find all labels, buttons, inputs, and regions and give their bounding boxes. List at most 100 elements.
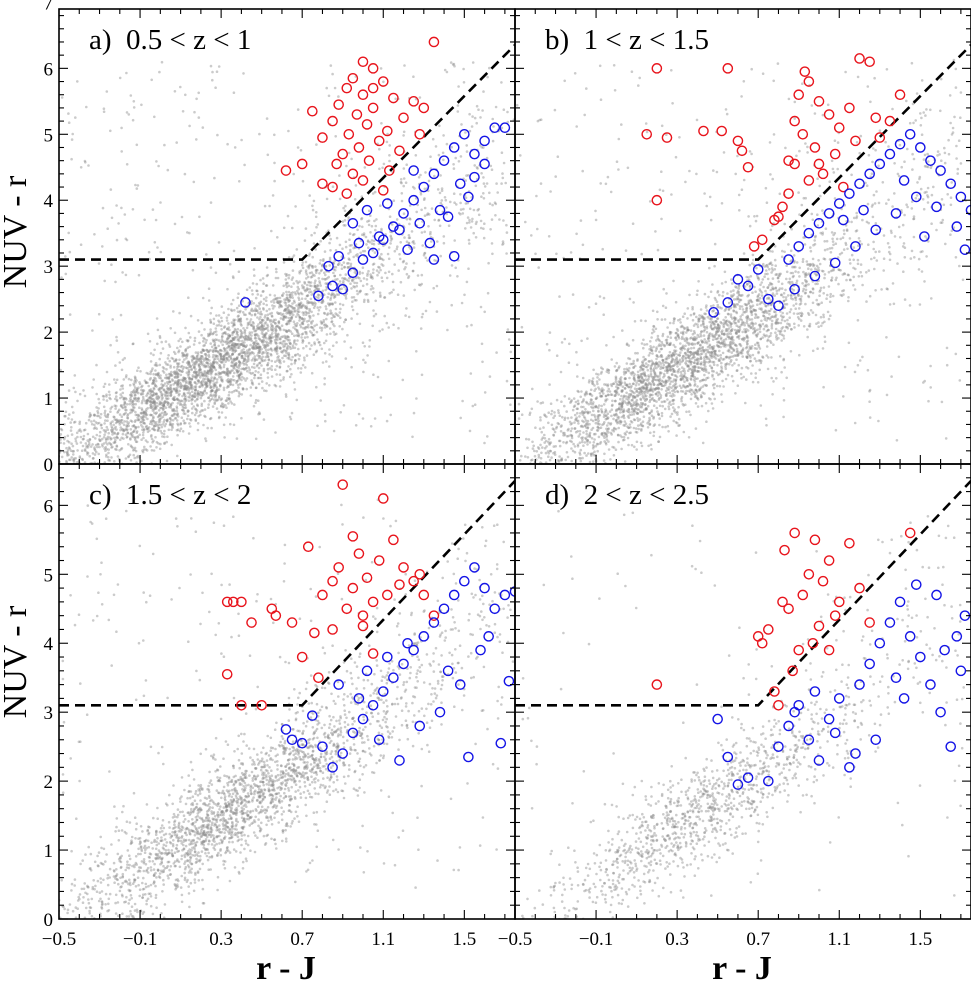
background-point <box>195 376 198 379</box>
background-point <box>227 352 230 356</box>
background-point <box>285 346 289 350</box>
background-point <box>350 317 353 320</box>
background-point <box>797 307 801 310</box>
background-point <box>214 381 217 385</box>
background-point <box>274 384 278 388</box>
background-point <box>469 372 473 375</box>
y-tick-label: 0 <box>44 455 54 476</box>
background-point <box>287 299 291 302</box>
background-point <box>215 407 219 410</box>
background-point <box>305 277 308 280</box>
background-point <box>468 218 471 222</box>
background-point <box>214 383 217 387</box>
background-point <box>230 347 233 350</box>
background-point <box>59 433 63 436</box>
background-point <box>509 478 512 481</box>
background-point <box>198 341 201 345</box>
background-point <box>211 355 215 359</box>
background-point <box>160 383 163 386</box>
quiescent-point <box>343 128 355 140</box>
background-point <box>262 336 266 339</box>
background-point <box>473 403 477 407</box>
background-point <box>228 348 232 352</box>
background-point <box>262 351 266 354</box>
background-point <box>12 455 15 458</box>
background-point <box>45 419 48 422</box>
background-point <box>159 390 162 393</box>
background-point <box>140 438 143 442</box>
background-point <box>240 372 243 376</box>
background-point <box>70 418 74 421</box>
background-point <box>903 298 907 301</box>
background-point <box>245 352 249 355</box>
background-point <box>284 336 288 339</box>
background-point <box>96 411 100 415</box>
background-point <box>352 246 356 250</box>
background-point <box>179 85 182 89</box>
background-point <box>94 437 97 440</box>
background-point <box>746 294 749 298</box>
background-point <box>231 325 235 328</box>
background-point <box>328 234 331 237</box>
background-point <box>112 423 115 427</box>
background-point <box>361 266 365 270</box>
background-point <box>134 427 138 430</box>
background-point <box>267 348 270 352</box>
background-point <box>256 326 260 330</box>
background-point <box>225 316 229 320</box>
background-point <box>277 355 280 358</box>
background-point <box>274 329 278 333</box>
background-point <box>138 406 141 410</box>
background-point <box>182 352 185 355</box>
background-point <box>131 400 135 403</box>
background-point <box>130 435 134 438</box>
background-point <box>258 361 262 365</box>
background-point <box>312 306 316 310</box>
background-point <box>818 262 822 266</box>
background-point <box>501 172 504 175</box>
background-point <box>276 347 279 350</box>
background-point <box>300 304 304 308</box>
background-point <box>169 387 173 390</box>
background-point <box>412 75 415 78</box>
background-point <box>323 382 326 386</box>
background-point <box>99 424 103 427</box>
background-point <box>129 467 132 470</box>
background-point <box>30 510 33 513</box>
background-point <box>300 336 303 339</box>
background-point <box>257 399 260 403</box>
background-point <box>83 469 86 472</box>
background-point <box>358 322 362 326</box>
background-point <box>265 382 269 385</box>
background-point <box>313 285 317 289</box>
background-point <box>124 273 128 277</box>
background-point <box>361 271 364 275</box>
background-point <box>262 319 265 322</box>
background-point <box>233 336 236 340</box>
background-point <box>333 315 337 318</box>
background-point <box>323 250 327 253</box>
background-point <box>204 352 207 356</box>
background-point <box>140 103 143 107</box>
background-point <box>602 459 606 462</box>
background-point <box>141 428 144 432</box>
background-point <box>167 397 170 400</box>
background-point <box>313 285 317 288</box>
background-point <box>185 371 189 375</box>
background-point <box>397 269 401 272</box>
background-point <box>161 396 164 400</box>
background-point <box>362 300 366 304</box>
background-point <box>152 416 155 420</box>
background-point <box>168 380 172 384</box>
background-point <box>328 348 331 351</box>
background-point <box>335 236 339 240</box>
background-point <box>292 282 296 285</box>
background-point <box>212 366 216 369</box>
background-point <box>156 425 160 428</box>
background-point <box>296 329 299 332</box>
background-point <box>168 359 171 363</box>
background-point <box>179 427 183 431</box>
background-point <box>465 325 469 328</box>
background-point <box>149 445 152 448</box>
separation-line <box>59 44 515 261</box>
